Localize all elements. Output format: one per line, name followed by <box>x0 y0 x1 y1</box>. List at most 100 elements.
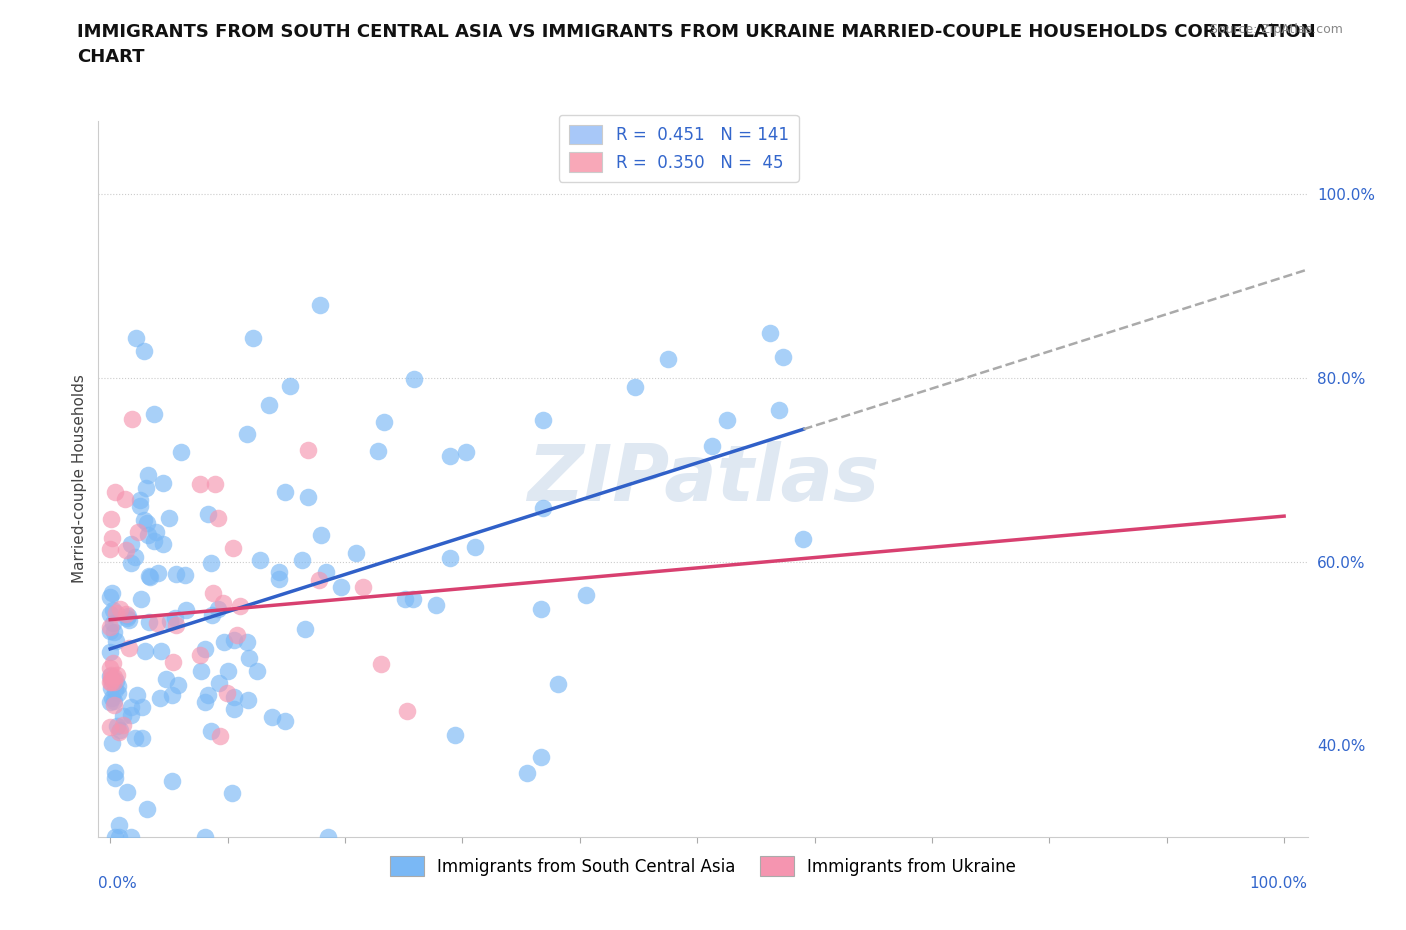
Point <box>114 491 136 506</box>
Point <box>273 485 295 499</box>
Point <box>294 621 316 636</box>
Point <box>134 644 156 658</box>
Point <box>367 444 389 458</box>
Point <box>162 687 184 702</box>
Point <box>716 412 738 427</box>
Point <box>170 445 193 459</box>
Point <box>104 683 127 698</box>
Point <box>624 379 647 394</box>
Point <box>530 602 553 617</box>
Point <box>131 730 153 745</box>
Point <box>100 675 122 690</box>
Point <box>267 572 290 587</box>
Point <box>768 403 790 418</box>
Point <box>165 618 187 632</box>
Point <box>309 298 332 312</box>
Point <box>352 579 374 594</box>
Point <box>217 664 239 679</box>
Point <box>152 537 174 551</box>
Text: IMMIGRANTS FROM SOUTH CENTRAL ASIA VS IMMIGRANTS FROM UKRAINE MARRIED-COUPLE HOU: IMMIGRANTS FROM SOUTH CENTRAL ASIA VS IM… <box>77 23 1316 66</box>
Point <box>207 511 229 525</box>
Point <box>370 657 392 671</box>
Point <box>101 586 124 601</box>
Text: 0.0%: 0.0% <box>98 876 138 891</box>
Point <box>702 438 724 453</box>
Point <box>197 687 219 702</box>
Point <box>443 728 465 743</box>
Point <box>120 699 142 714</box>
Point <box>236 635 259 650</box>
Point <box>105 606 128 621</box>
Point <box>344 545 367 560</box>
Point <box>138 615 160 630</box>
Point <box>454 445 477 459</box>
Point <box>105 667 128 682</box>
Point <box>212 596 235 611</box>
Point <box>108 601 131 616</box>
Point <box>238 651 260 666</box>
Point <box>204 477 226 492</box>
Point <box>249 552 271 567</box>
Point <box>138 568 160 583</box>
Point <box>98 719 121 734</box>
Point <box>121 412 143 427</box>
Point <box>197 507 219 522</box>
Point <box>404 372 426 387</box>
Point <box>100 644 122 659</box>
Point <box>257 397 280 412</box>
Point <box>229 598 252 613</box>
Point <box>98 606 121 621</box>
Point <box>111 708 134 723</box>
Point <box>297 489 319 504</box>
Point <box>98 669 121 684</box>
Point <box>217 686 239 701</box>
Point <box>163 611 186 626</box>
Y-axis label: Married-couple Households: Married-couple Households <box>72 375 87 583</box>
Point <box>101 602 124 617</box>
Point <box>100 668 122 683</box>
Point <box>103 770 125 785</box>
Point <box>117 608 139 623</box>
Point <box>115 610 138 625</box>
Point <box>132 344 155 359</box>
Point <box>772 350 794 365</box>
Point <box>394 591 416 606</box>
Point <box>297 443 319 458</box>
Point <box>149 690 172 705</box>
Point <box>224 632 246 647</box>
Point <box>165 566 187 581</box>
Point <box>155 671 177 686</box>
Point <box>104 633 127 648</box>
Point <box>246 663 269 678</box>
Point <box>103 485 125 499</box>
Point <box>308 573 330 588</box>
Point <box>118 612 141 627</box>
Point <box>103 624 125 639</box>
Point <box>212 635 235 650</box>
Point <box>120 537 142 551</box>
Point <box>188 648 211 663</box>
Point <box>101 530 124 545</box>
Point <box>129 498 152 513</box>
Point <box>100 512 122 527</box>
Point <box>402 592 425 607</box>
Point <box>98 590 121 604</box>
Point <box>103 670 125 684</box>
Point <box>135 516 157 531</box>
Point <box>152 476 174 491</box>
Point <box>98 661 121 676</box>
Point <box>395 704 418 719</box>
Point <box>188 476 211 491</box>
Point <box>174 603 197 618</box>
Point <box>531 413 554 428</box>
Point <box>315 565 337 579</box>
Point <box>120 708 142 723</box>
Point <box>136 527 159 542</box>
Point <box>143 533 166 548</box>
Point <box>160 774 183 789</box>
Point <box>159 614 181 629</box>
Point <box>309 528 332 543</box>
Point <box>145 525 167 539</box>
Point <box>201 607 224 622</box>
Point <box>173 567 195 582</box>
